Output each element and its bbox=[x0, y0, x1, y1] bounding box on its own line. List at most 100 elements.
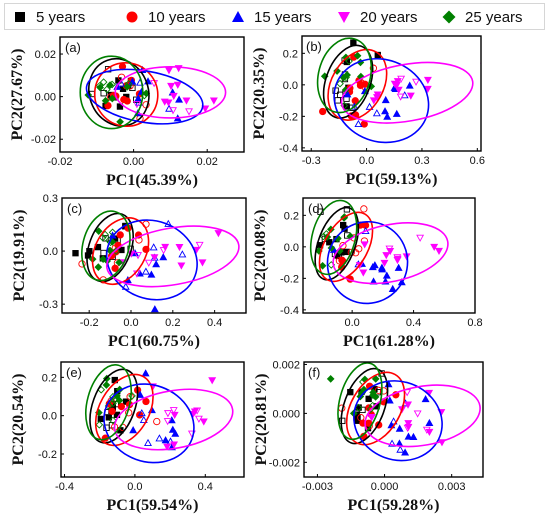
data-point bbox=[369, 97, 378, 105]
data-point bbox=[480, 62, 481, 65]
data-point bbox=[392, 109, 401, 117]
data-point bbox=[351, 97, 359, 105]
data-point bbox=[404, 420, 413, 428]
group-ellipse bbox=[93, 62, 159, 127]
data-point bbox=[163, 418, 172, 426]
y-axis-label: PC2(20.08%) bbox=[252, 210, 269, 302]
legend-label: 10 years bbox=[148, 8, 206, 26]
data-point bbox=[354, 119, 363, 128]
y-axis-label: PC2(19.91%) bbox=[11, 210, 28, 302]
data-point bbox=[153, 417, 161, 426]
data-point bbox=[319, 107, 327, 116]
data-point bbox=[112, 400, 119, 408]
legend-swatch-4 bbox=[442, 10, 456, 24]
group-ellipse bbox=[364, 384, 481, 448]
diamond-marker-icon bbox=[442, 10, 456, 24]
data-point bbox=[404, 401, 412, 409]
y-tick-label: 0.2 bbox=[42, 372, 57, 384]
data-point bbox=[72, 250, 79, 257]
data-point bbox=[95, 81, 104, 90]
y-tick-label: 0.2 bbox=[283, 48, 298, 60]
group-ellipse bbox=[105, 225, 240, 288]
data-point bbox=[115, 258, 123, 267]
data-point bbox=[144, 438, 152, 446]
data-point bbox=[404, 432, 413, 440]
x-tick-label: -0.02 bbox=[47, 156, 72, 168]
panel-label: (a) bbox=[65, 40, 81, 55]
data-point bbox=[163, 410, 172, 418]
x-tick-label: 0.2 bbox=[165, 317, 180, 329]
group-ellipse bbox=[114, 66, 227, 119]
x-tick-label: 0.0 bbox=[359, 155, 374, 167]
plot-frame bbox=[60, 361, 245, 478]
data-point bbox=[345, 57, 353, 65]
legend-swatch-2 bbox=[232, 11, 244, 22]
data-point bbox=[95, 420, 104, 429]
data-point bbox=[367, 414, 376, 422]
data-point bbox=[108, 94, 117, 103]
data-point bbox=[359, 269, 368, 277]
group-ellipse bbox=[105, 219, 198, 301]
data-point bbox=[349, 104, 356, 111]
data-point bbox=[382, 252, 391, 260]
data-point bbox=[380, 259, 389, 268]
data-point bbox=[112, 247, 120, 255]
data-point bbox=[198, 259, 207, 267]
data-point bbox=[139, 415, 148, 423]
data-point bbox=[94, 263, 103, 271]
data-point bbox=[365, 395, 372, 403]
x-axis-label: PC1(60.75%) bbox=[108, 333, 200, 350]
y-axis-label: PC2(20.35%) bbox=[251, 48, 268, 140]
data-point bbox=[147, 270, 156, 278]
group-ellipse bbox=[79, 55, 144, 130]
data-point bbox=[141, 267, 150, 275]
data-point bbox=[360, 205, 368, 213]
group-ellipse bbox=[337, 362, 383, 441]
data-point bbox=[326, 375, 335, 383]
plot-panel: 0.0 0.4 0.8 -0.4 -0.2 0.0 0.2 PC1(61.28%) PC2(20… bbox=[252, 197, 483, 350]
legend-item: 5 years bbox=[13, 8, 85, 26]
data-point bbox=[111, 264, 119, 272]
plot-frame bbox=[302, 197, 476, 314]
triangle-up-marker-icon bbox=[232, 11, 244, 22]
data-point bbox=[397, 75, 406, 83]
panel-label: (e) bbox=[66, 365, 82, 380]
legend-label: 20 years bbox=[360, 8, 418, 26]
data-point bbox=[422, 426, 431, 434]
data-point bbox=[134, 252, 142, 260]
x-tick-label: -0.4 bbox=[55, 481, 74, 493]
data-point bbox=[175, 244, 184, 252]
x-tick-label: 0.000 bbox=[371, 481, 399, 493]
data-point bbox=[385, 396, 394, 404]
data-point bbox=[370, 261, 379, 269]
data-point bbox=[377, 263, 386, 271]
data-point bbox=[128, 392, 136, 400]
data-point bbox=[356, 81, 365, 90]
data-point bbox=[100, 249, 107, 257]
y-tick-label: 0.000 bbox=[272, 408, 300, 420]
data-point bbox=[108, 80, 116, 89]
group-ellipse bbox=[89, 368, 139, 444]
group-ellipse bbox=[316, 37, 373, 114]
data-point bbox=[144, 259, 153, 267]
data-point bbox=[117, 402, 126, 411]
data-point bbox=[394, 86, 403, 94]
plot-frame bbox=[301, 35, 482, 152]
data-point bbox=[161, 436, 170, 444]
points-layer bbox=[319, 39, 481, 128]
x-tick-label: 0.0 bbox=[127, 481, 142, 493]
data-point bbox=[94, 227, 103, 236]
group-ellipse bbox=[318, 211, 374, 283]
data-point bbox=[401, 448, 410, 456]
data-point bbox=[393, 255, 402, 263]
data-point bbox=[413, 410, 422, 418]
data-point bbox=[136, 411, 144, 419]
legend-item: 20 years bbox=[337, 8, 418, 26]
data-point bbox=[343, 206, 351, 213]
data-point bbox=[365, 102, 374, 110]
y-tick-label: -0.02 bbox=[31, 134, 56, 146]
points-layer bbox=[95, 369, 217, 451]
data-point bbox=[108, 407, 116, 415]
data-point bbox=[381, 107, 389, 115]
y-tick-label: -0.2 bbox=[280, 273, 299, 285]
